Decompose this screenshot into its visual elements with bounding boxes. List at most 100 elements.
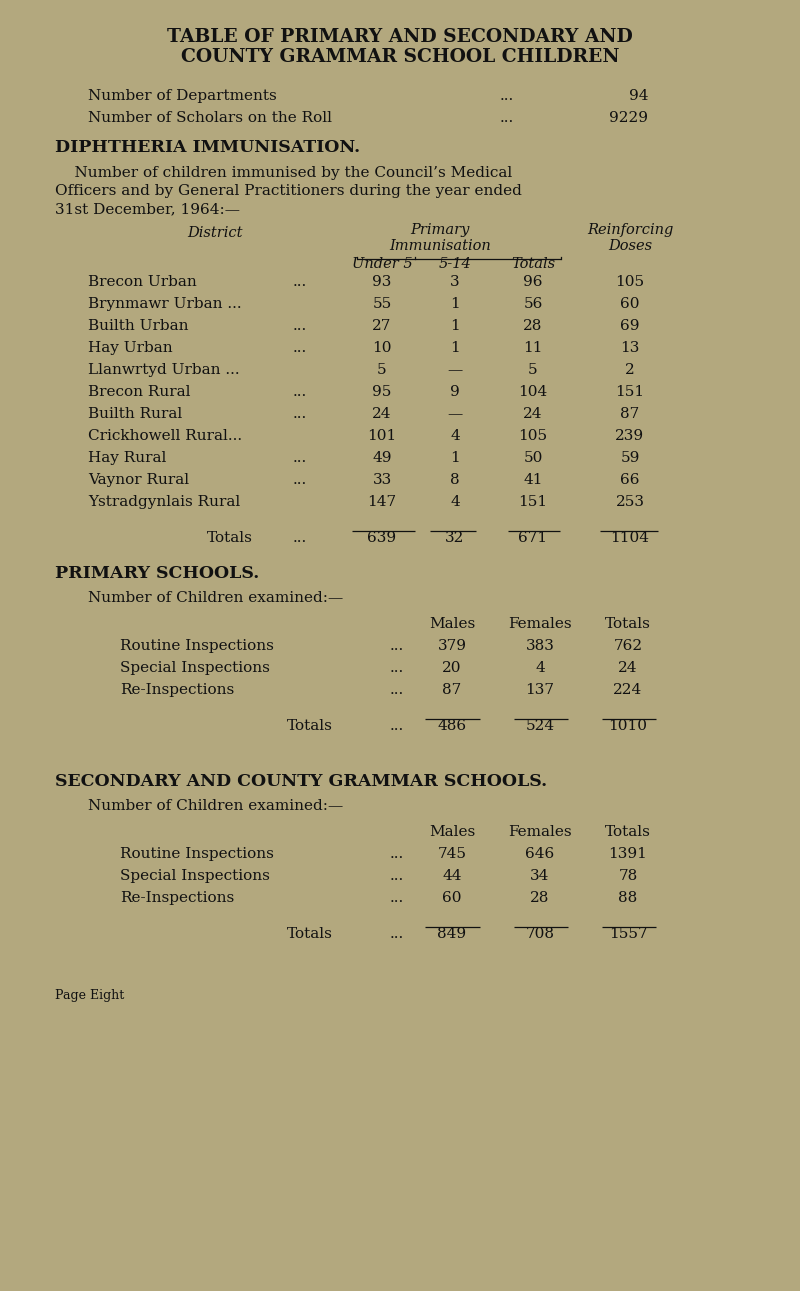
Text: 151: 151 [615,385,645,399]
Text: Special Inspections: Special Inspections [120,869,270,883]
Text: 88: 88 [618,891,638,905]
Text: Re-Inspections: Re-Inspections [120,683,234,697]
Text: Totals: Totals [207,531,253,545]
Text: ...: ... [500,89,514,103]
Text: ...: ... [293,319,307,333]
Text: 66: 66 [620,473,640,487]
Text: 1391: 1391 [609,847,647,861]
Text: 147: 147 [367,494,397,509]
Text: ...: ... [390,927,404,941]
Text: ...: ... [293,341,307,355]
Text: 10: 10 [372,341,392,355]
Text: Females: Females [508,617,572,631]
Text: Brecon Rural: Brecon Rural [88,385,190,399]
Text: 1010: 1010 [609,719,647,733]
Text: 5: 5 [377,363,387,377]
Text: 1: 1 [450,341,460,355]
Text: Crickhowell Rural...: Crickhowell Rural... [88,429,242,443]
Text: Builth Urban: Builth Urban [88,319,189,333]
Text: ...: ... [390,847,404,861]
Text: Routine Inspections: Routine Inspections [120,639,274,653]
Text: 13: 13 [620,341,640,355]
Text: 44: 44 [442,869,462,883]
Text: ...: ... [293,407,307,421]
Text: ...: ... [390,719,404,733]
Text: 28: 28 [530,891,550,905]
Text: ...: ... [390,683,404,697]
Text: ...: ... [390,891,404,905]
Text: 639: 639 [367,531,397,545]
Text: ...: ... [293,385,307,399]
Text: Vaynor Rural: Vaynor Rural [88,473,189,487]
Text: DIPHTHERIA IMMUNISATION.: DIPHTHERIA IMMUNISATION. [55,139,360,156]
Text: 96: 96 [523,275,542,289]
Text: 105: 105 [518,429,547,443]
Text: Page Eight: Page Eight [55,989,124,1002]
Text: 50: 50 [523,451,542,465]
Text: Builth Rural: Builth Rural [88,407,182,421]
Text: Number of Scholars on the Roll: Number of Scholars on the Roll [88,111,332,125]
Text: 78: 78 [618,869,638,883]
Text: PRIMARY SCHOOLS.: PRIMARY SCHOOLS. [55,565,259,582]
Text: 646: 646 [526,847,554,861]
Text: 95: 95 [372,385,392,399]
Text: 224: 224 [614,683,642,697]
Text: Females: Females [508,825,572,839]
Text: 4: 4 [535,661,545,675]
Text: Doses: Doses [608,239,652,253]
Text: Reinforcing: Reinforcing [587,223,673,238]
Text: Number of children immunised by the Council’s Medical: Number of children immunised by the Coun… [55,167,512,179]
Text: Brecon Urban: Brecon Urban [88,275,197,289]
Text: 745: 745 [438,847,466,861]
Text: 60: 60 [620,297,640,311]
Text: Totals: Totals [287,927,333,941]
Text: 8: 8 [450,473,460,487]
Text: 56: 56 [523,297,542,311]
Text: Ystradgynlais Rural: Ystradgynlais Rural [88,494,240,509]
Text: Llanwrtyd Urban ...: Llanwrtyd Urban ... [88,363,240,377]
Text: 20: 20 [442,661,462,675]
Text: Brynmawr Urban ...: Brynmawr Urban ... [88,297,242,311]
Text: Hay Urban: Hay Urban [88,341,173,355]
Text: 849: 849 [438,927,466,941]
Text: 9229: 9229 [609,111,648,125]
Text: 1: 1 [450,451,460,465]
Text: Number of Children examined:—: Number of Children examined:— [88,591,343,605]
Text: Re-Inspections: Re-Inspections [120,891,234,905]
Text: Under 5: Under 5 [352,257,412,271]
Text: 24: 24 [523,407,542,421]
Text: ...: ... [500,111,514,125]
Text: 34: 34 [530,869,550,883]
Text: Totals: Totals [511,257,555,271]
Text: 3: 3 [450,275,460,289]
Text: COUNTY GRAMMAR SCHOOL CHILDREN: COUNTY GRAMMAR SCHOOL CHILDREN [181,48,619,66]
Text: 1104: 1104 [610,531,650,545]
Text: 93: 93 [372,275,392,289]
Text: 762: 762 [614,639,642,653]
Text: Primary: Primary [410,223,470,238]
Text: 4: 4 [450,429,460,443]
Text: Totals: Totals [605,617,651,631]
Text: ...: ... [293,451,307,465]
Text: 24: 24 [618,661,638,675]
Text: 486: 486 [438,719,466,733]
Text: ...: ... [390,869,404,883]
Text: 49: 49 [372,451,392,465]
Text: 239: 239 [615,429,645,443]
Text: Immunisation: Immunisation [389,239,491,253]
Text: 24: 24 [372,407,392,421]
Text: TABLE OF PRIMARY AND SECONDARY AND: TABLE OF PRIMARY AND SECONDARY AND [167,28,633,46]
Text: 708: 708 [526,927,554,941]
Text: 2: 2 [625,363,635,377]
Text: Officers and by General Practitioners during the year ended: Officers and by General Practitioners du… [55,185,522,198]
Text: 32: 32 [446,531,465,545]
Text: Totals: Totals [605,825,651,839]
Text: SECONDARY AND COUNTY GRAMMAR SCHOOLS.: SECONDARY AND COUNTY GRAMMAR SCHOOLS. [55,773,547,790]
Text: 104: 104 [518,385,548,399]
Text: 4: 4 [450,494,460,509]
Text: 253: 253 [615,494,645,509]
Text: 33: 33 [372,473,392,487]
Text: —: — [447,407,462,421]
Text: Special Inspections: Special Inspections [120,661,270,675]
Text: ...: ... [293,275,307,289]
